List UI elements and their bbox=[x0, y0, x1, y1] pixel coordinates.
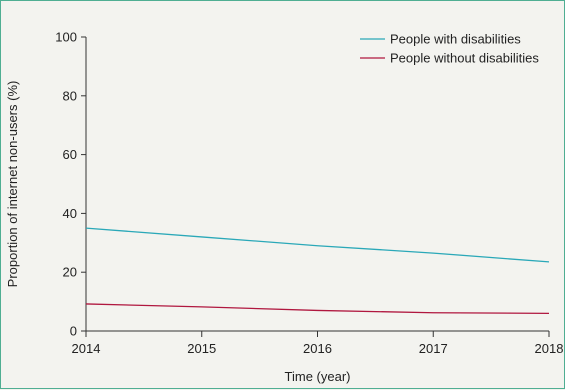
legend-label: People with disabilities bbox=[390, 32, 521, 47]
series-lines bbox=[85, 227, 550, 315]
x-tick-label: 2017 bbox=[419, 341, 448, 356]
y-tick-label: 0 bbox=[70, 324, 77, 339]
y-tick-label: 80 bbox=[63, 88, 77, 103]
x-tick-label: 2018 bbox=[535, 341, 564, 356]
series-line-2 bbox=[85, 303, 550, 315]
x-tick-label: 2015 bbox=[187, 341, 216, 356]
axes: 0 20 40 60 80 100 2014 2015 2016 2017 2018 bbox=[55, 30, 563, 357]
x-axis-title: Time (year) bbox=[285, 369, 351, 384]
y-tick-label: 60 bbox=[63, 147, 77, 162]
legend-label: People without disabilities bbox=[390, 51, 539, 66]
series-line-1 bbox=[85, 227, 550, 263]
y-tick-label: 20 bbox=[63, 265, 77, 280]
y-tick-label: 40 bbox=[63, 206, 77, 221]
y-axis-title: Proportion of internet non-users (%) bbox=[5, 81, 20, 288]
legend: People with disabilities People without d… bbox=[360, 32, 539, 66]
y-tick-label: 100 bbox=[55, 30, 77, 45]
x-tick-label: 2016 bbox=[303, 341, 332, 356]
x-tick-label: 2014 bbox=[72, 341, 101, 356]
